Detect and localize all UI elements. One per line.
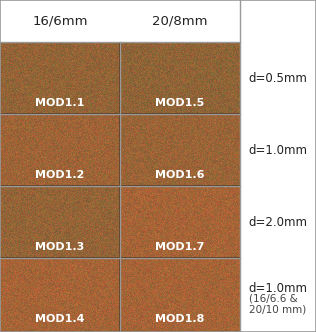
Text: d=1.0mm: d=1.0mm [248,143,307,156]
Text: MOD1.4: MOD1.4 [35,314,85,324]
Text: MOD1.6: MOD1.6 [155,170,205,180]
Text: MOD1.5: MOD1.5 [155,98,205,108]
Text: MOD1.2: MOD1.2 [35,170,85,180]
Bar [0,0,240,42]
Text: (16/6.6 &
20/10 mm): (16/6.6 & 20/10 mm) [249,293,307,315]
Text: MOD1.8: MOD1.8 [155,314,205,324]
Text: 16/6mm: 16/6mm [32,15,88,28]
Text: MOD1.1: MOD1.1 [35,98,85,108]
Text: d=0.5mm: d=0.5mm [249,71,307,85]
Text: MOD1.3: MOD1.3 [35,242,85,252]
Text: d=1.0mm: d=1.0mm [248,282,307,294]
Bar [240,0,316,332]
Text: MOD1.7: MOD1.7 [155,242,205,252]
Text: d=2.0mm: d=2.0mm [248,215,307,228]
Text: 20/8mm: 20/8mm [152,15,208,28]
